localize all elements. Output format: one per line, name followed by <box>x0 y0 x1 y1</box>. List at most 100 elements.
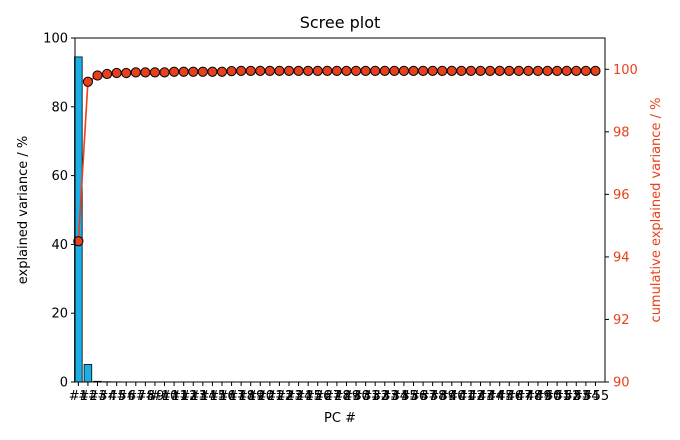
x-tick-label: #3 <box>88 389 107 404</box>
x-tick-label: #53 <box>563 389 590 404</box>
cumulative-point-pc-20 <box>255 65 266 76</box>
x-tick-label: #26 <box>304 389 331 404</box>
x-tick-label: #39 <box>428 389 455 404</box>
cumulative-point-pc-17 <box>226 66 237 77</box>
x-tick-label: #30 <box>342 389 369 404</box>
x-tick-label: #36 <box>400 389 427 404</box>
cumulative-point-pc-3 <box>92 70 103 81</box>
x-tick-label: #17 <box>218 389 245 404</box>
x-ticks: #1#2#3#4#5#6#7#8#9#10#11#12#13#14#15#16#… <box>69 382 609 404</box>
x-tick-label: #46 <box>496 389 523 404</box>
x-tick-label: #18 <box>227 389 254 404</box>
right-y-tick-label: 100 <box>613 63 638 78</box>
x-axis-label: PC # <box>324 411 356 426</box>
cumulative-point-pc-10 <box>159 67 170 78</box>
x-tick-label: #35 <box>390 389 417 404</box>
cumulative-point-pc-23 <box>283 65 295 76</box>
cumulative-point-pc-43 <box>475 65 486 76</box>
cumulative-point-pc-28 <box>331 65 342 76</box>
cumulative-point-pc-27 <box>322 65 333 76</box>
left-y-tick-label: 60 <box>51 169 68 184</box>
cumulative-point-pc-31 <box>360 65 371 76</box>
cumulative-point-pc-22 <box>274 65 285 76</box>
cumulative-point-pc-2 <box>82 76 94 87</box>
right-y-ticks: 90 92 94 96 98 100 <box>605 63 638 391</box>
cumulative-point-pc-7 <box>130 67 141 78</box>
left-y-tick-label: 80 <box>51 100 68 115</box>
cumulative-point-pc-11 <box>169 66 180 77</box>
x-tick-label: #10 <box>151 389 178 404</box>
x-tick-label: #5 <box>107 389 126 404</box>
cumulative-line-layer <box>73 65 601 247</box>
cumulative-point-pc-8 <box>140 67 151 78</box>
x-tick-label: #2 <box>78 389 97 404</box>
cumulative-point-pc-29 <box>341 65 352 76</box>
x-tick-label: #29 <box>333 389 360 404</box>
cumulative-line <box>77 70 596 242</box>
cumulative-point-pc-55 <box>590 65 601 76</box>
cumulative-point-pc-15 <box>207 66 218 77</box>
right-y-tick-label: 98 <box>613 125 630 140</box>
cumulative-point-pc-41 <box>456 65 467 76</box>
cumulative-point-pc-16 <box>216 66 228 77</box>
cumulative-point-pc-46 <box>504 65 515 76</box>
x-tick-label: #12 <box>170 389 197 404</box>
cumulative-point-pc-49 <box>532 65 544 76</box>
cumulative-point-pc-38 <box>427 65 438 76</box>
cumulative-point-pc-13 <box>188 66 199 77</box>
cumulative-point-pc-48 <box>523 65 534 76</box>
chart-title: Scree plot <box>300 13 381 32</box>
x-tick-label: #9 <box>145 389 164 404</box>
cumulative-point-pc-54 <box>580 65 591 76</box>
x-tick-label: #16 <box>208 389 235 404</box>
bar-layer <box>74 56 600 383</box>
left-y-ticks: 0 20 40 60 80 100 <box>43 32 75 391</box>
x-tick-label: #19 <box>237 389 264 404</box>
x-tick-label: #41 <box>448 389 475 404</box>
x-tick-label: #14 <box>189 389 216 404</box>
x-tick-label: #42 <box>457 389 484 404</box>
cumulative-point-pc-36 <box>408 65 419 76</box>
x-tick-label: #20 <box>247 389 274 404</box>
y-axis-label-right: cumulative explained variance / % <box>649 98 664 323</box>
x-tick-label: #11 <box>160 389 187 404</box>
cumulative-point-pc-26 <box>312 65 323 76</box>
x-tick-label: #44 <box>476 389 503 404</box>
x-tick-label: #15 <box>199 389 226 404</box>
x-tick-label: #13 <box>180 389 207 404</box>
x-tick-label: #27 <box>314 389 341 404</box>
right-y-tick-label: 90 <box>613 376 630 391</box>
x-tick-label: #45 <box>486 389 513 404</box>
x-tick-label: #31 <box>352 389 379 404</box>
cumulative-point-pc-37 <box>417 65 429 76</box>
left-y-tick-label: 20 <box>51 307 68 322</box>
x-tick-label: #32 <box>361 389 388 404</box>
x-tick-label: #48 <box>515 389 542 404</box>
x-tick-label: #6 <box>117 389 136 404</box>
x-tick-label: #25 <box>294 389 321 404</box>
cumulative-point-pc-47 <box>513 65 524 76</box>
cumulative-point-pc-1 <box>73 236 84 247</box>
cumulative-point-pc-39 <box>437 65 448 76</box>
bar-pc-1 <box>74 56 83 383</box>
cumulative-point-pc-51 <box>552 65 563 76</box>
cumulative-point-pc-53 <box>571 65 582 76</box>
cumulative-point-pc-9 <box>149 67 161 78</box>
cumulative-point-pc-6 <box>121 67 132 79</box>
cumulative-point-pc-24 <box>293 65 304 76</box>
cumulative-point-pc-35 <box>398 65 410 76</box>
cumulative-point-pc-14 <box>197 66 208 77</box>
right-y-tick-label: 92 <box>613 313 630 328</box>
cumulative-point-pc-40 <box>446 65 457 76</box>
cumulative-point-pc-4 <box>101 68 113 80</box>
x-tick-label: #52 <box>553 389 580 404</box>
y-axis-label-left: explained variance / % <box>16 136 31 285</box>
x-tick-label: #43 <box>467 389 494 404</box>
cumulative-point-pc-34 <box>389 65 400 76</box>
left-y-tick-label: 0 <box>60 376 68 391</box>
x-tick-label: #49 <box>524 389 551 404</box>
x-tick-label: #28 <box>323 389 350 404</box>
x-tick-label: #47 <box>505 389 532 404</box>
x-tick-label: #7 <box>126 389 145 404</box>
